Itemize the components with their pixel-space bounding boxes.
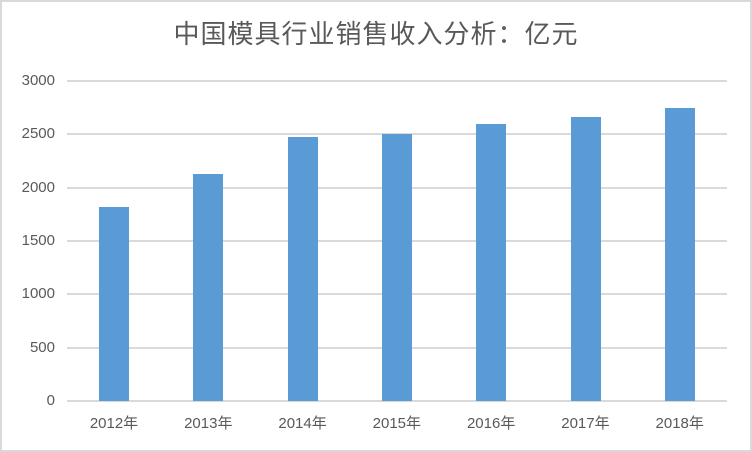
bar[interactable] [193,173,224,401]
y-tick-label: 3000 [21,72,55,89]
x-tick-label: 2015年 [372,415,422,432]
gridline [67,80,727,82]
y-tick-label: 500 [29,338,55,356]
bar[interactable] [570,117,601,401]
bar[interactable] [664,107,695,401]
y-tick-label: 2000 [21,178,55,196]
bar[interactable] [382,134,412,401]
y-tick-label: 1000 [21,285,55,303]
y-tick-label: 0 [46,392,55,409]
y-tick-label: 2500 [21,125,55,143]
x-tick-label: 2014年 [278,415,327,432]
gridline [67,400,727,402]
bar[interactable] [99,207,130,401]
x-tick-label: 2018年 [655,415,704,432]
chart-title: 中国模具行业销售收入分析：亿元 [173,20,579,50]
bar[interactable] [287,137,318,401]
y-tick-label: 1500 [21,232,55,249]
bar[interactable] [476,123,507,401]
x-tick-label: 2012年 [89,415,139,432]
x-tick-label: 2013年 [184,415,233,432]
x-tick-label: 2017年 [561,415,610,432]
x-tick-label: 2016年 [466,415,516,432]
